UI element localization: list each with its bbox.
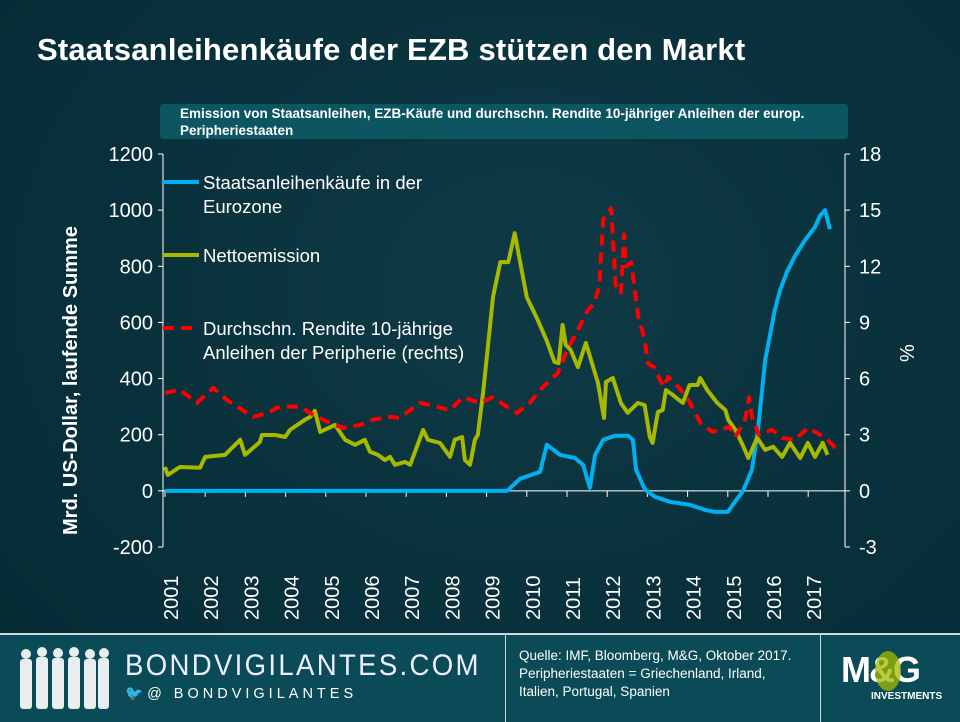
people-silhouette-icon	[20, 647, 109, 709]
legend-item-issuance: Nettoemission	[203, 245, 321, 266]
x-tick-label: 2012	[603, 576, 625, 621]
footer: BONDVIGILANTES.COM 🐦@ BONDVIGILANTES Que…	[0, 633, 960, 722]
x-tick-label: 2002	[201, 576, 223, 621]
y-tick-label: 800	[120, 256, 153, 278]
x-tick-label: 2004	[282, 576, 304, 621]
y-right-tick-label: 6	[859, 369, 870, 391]
y-right-tick-label: 12	[859, 256, 881, 278]
y-tick-label: 1200	[109, 144, 154, 166]
mg-logo: M&G INVESTMENTS	[837, 647, 945, 711]
y-tick-label: 600	[120, 312, 153, 334]
x-tick-label: 2006	[362, 576, 384, 621]
x-tick-label: 2009	[483, 576, 505, 621]
logo-ampersand-mark	[875, 651, 901, 691]
periphery-note: Peripheriestaaten = Griechenland, Irland…	[519, 666, 766, 699]
legend-item-purchases: Staatsanleihenkäufe in der Eurozone	[203, 172, 423, 217]
y-tick-label: -200	[113, 537, 153, 559]
y-tick-label: 400	[120, 369, 153, 391]
x-tick-label: 2003	[241, 576, 263, 621]
y-right-tick-label: 18	[859, 144, 881, 166]
series-line-purchases	[165, 208, 832, 514]
x-tick-label: 2007	[402, 576, 424, 621]
chart-title: Staatsanleihenkäufe der EZB stützen den …	[37, 32, 746, 67]
x-tick-label: 2008	[442, 576, 464, 621]
x-tick-label: 2001	[161, 576, 183, 621]
x-tick-label: 2013	[643, 576, 665, 621]
x-tick-label: 2010	[523, 576, 545, 621]
y-right-tick-label: 0	[859, 481, 870, 503]
footer-divider	[505, 635, 506, 722]
y-right-tick-label: -3	[859, 537, 877, 559]
series-line-yield	[164, 206, 843, 449]
y-tick-label: 1000	[109, 200, 154, 222]
x-tick-label: 2014	[684, 576, 706, 621]
axes: 1200 1000 800 600 400 200 0 -200 18 15 12 9 6 3 0 -3 200…	[109, 144, 882, 620]
chart-subtitle: Emission von Staatsanleihen, EZB-Käufe u…	[160, 104, 848, 139]
source-note: Quelle: IMF, Bloomberg, M&G, Oktober 201…	[519, 647, 809, 701]
twitter-handle[interactable]: 🐦@ BONDVIGILANTES	[125, 686, 358, 702]
site-name[interactable]: BONDVIGILANTES.COM	[125, 649, 481, 682]
x-tick-label: 2015	[724, 576, 746, 621]
legend-item-yield: Durchschn. Rendite 10-jährige Anleihen d…	[203, 318, 465, 363]
series-lines	[163, 206, 843, 514]
x-tick-label: 2016	[764, 576, 786, 621]
legend-marks	[163, 180, 199, 330]
footer-divider	[820, 635, 821, 722]
x-tick-label: 2005	[322, 576, 344, 621]
source-text: Quelle: IMF, Bloomberg, M&G, Oktober 201…	[519, 648, 792, 663]
x-tick-label: 2017	[804, 576, 826, 621]
y-right-tick-label: 3	[859, 425, 870, 447]
y-right-tick-label: 9	[859, 312, 870, 334]
y-right-tick-label: 15	[859, 200, 881, 222]
y-tick-label: 0	[142, 481, 153, 503]
x-tick-label: 2011	[563, 577, 585, 620]
chart-plot: 1200 1000 800 600 400 200 0 -200 18 15 12 9 6 3 0 -3 200…	[109, 144, 882, 620]
y-tick-label: 200	[120, 425, 153, 447]
twitter-icon: 🐦	[125, 686, 148, 702]
